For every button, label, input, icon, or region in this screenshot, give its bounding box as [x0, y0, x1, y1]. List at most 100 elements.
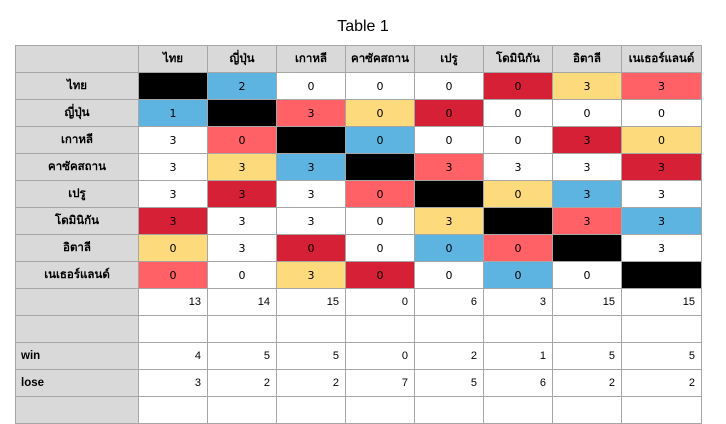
summary-cell[interactable]: [414, 315, 484, 343]
summary-cell[interactable]: [552, 315, 622, 343]
score-cell[interactable]: 3: [276, 153, 346, 181]
column-header[interactable]: คาซัคสถาน: [345, 45, 415, 73]
summary-cell[interactable]: 5: [207, 342, 277, 370]
summary-cell[interactable]: 6: [414, 288, 484, 316]
summary-row-label[interactable]: win: [15, 342, 139, 370]
summary-cell[interactable]: 15: [621, 288, 702, 316]
score-cell[interactable]: 3: [552, 72, 622, 100]
summary-cell[interactable]: 5: [276, 342, 346, 370]
row-header[interactable]: โดมินิกัน: [15, 207, 139, 235]
summary-cell[interactable]: [138, 396, 208, 424]
summary-cell[interactable]: 2: [552, 369, 622, 397]
diagonal-cell[interactable]: [552, 234, 622, 262]
diagonal-cell[interactable]: [483, 207, 553, 235]
summary-cell[interactable]: [621, 315, 702, 343]
score-cell[interactable]: 3: [138, 180, 208, 208]
score-cell[interactable]: 3: [552, 126, 622, 154]
score-cell[interactable]: 3: [138, 153, 208, 181]
score-cell[interactable]: 0: [207, 126, 277, 154]
summary-cell[interactable]: 5: [621, 342, 702, 370]
summary-cell[interactable]: [552, 396, 622, 424]
summary-cell[interactable]: 3: [138, 369, 208, 397]
score-cell[interactable]: 0: [483, 126, 553, 154]
score-cell[interactable]: 0: [345, 261, 415, 289]
score-cell[interactable]: 0: [138, 261, 208, 289]
diagonal-cell[interactable]: [138, 72, 208, 100]
score-cell[interactable]: 3: [138, 207, 208, 235]
column-header[interactable]: เนเธอร์แลนด์: [621, 45, 702, 73]
score-cell[interactable]: 0: [345, 207, 415, 235]
summary-cell[interactable]: 2: [621, 369, 702, 397]
summary-cell[interactable]: [483, 396, 553, 424]
summary-cell[interactable]: [276, 396, 346, 424]
diagonal-cell[interactable]: [414, 180, 484, 208]
score-cell[interactable]: 3: [621, 153, 702, 181]
row-header[interactable]: อิตาลี: [15, 234, 139, 262]
row-header[interactable]: ไทย: [15, 72, 139, 100]
score-cell[interactable]: 0: [483, 72, 553, 100]
score-cell[interactable]: 0: [621, 99, 702, 127]
score-cell[interactable]: 3: [621, 207, 702, 235]
summary-cell[interactable]: [207, 396, 277, 424]
score-cell[interactable]: 0: [552, 261, 622, 289]
score-cell[interactable]: 3: [276, 207, 346, 235]
score-cell[interactable]: 3: [207, 180, 277, 208]
score-cell[interactable]: 3: [552, 207, 622, 235]
summary-cell[interactable]: 14: [207, 288, 277, 316]
score-cell[interactable]: 3: [621, 234, 702, 262]
summary-cell[interactable]: [345, 315, 415, 343]
summary-cell[interactable]: 1: [483, 342, 553, 370]
score-cell[interactable]: 0: [552, 99, 622, 127]
summary-cell[interactable]: 2: [207, 369, 277, 397]
score-cell[interactable]: 3: [414, 207, 484, 235]
score-cell[interactable]: 3: [621, 180, 702, 208]
summary-cell[interactable]: [414, 396, 484, 424]
score-cell[interactable]: 0: [345, 180, 415, 208]
diagonal-cell[interactable]: [345, 153, 415, 181]
score-cell[interactable]: 2: [207, 72, 277, 100]
summary-cell[interactable]: [621, 396, 702, 424]
summary-row-label[interactable]: [15, 396, 139, 424]
score-cell[interactable]: 0: [345, 72, 415, 100]
diagonal-cell[interactable]: [621, 261, 702, 289]
score-cell[interactable]: 3: [276, 99, 346, 127]
score-cell[interactable]: 0: [414, 99, 484, 127]
column-header[interactable]: ไทย: [138, 45, 208, 73]
score-cell[interactable]: 0: [276, 234, 346, 262]
score-cell[interactable]: 0: [414, 261, 484, 289]
summary-cell[interactable]: 15: [552, 288, 622, 316]
diagonal-cell[interactable]: [276, 126, 346, 154]
score-cell[interactable]: 3: [552, 180, 622, 208]
column-header[interactable]: เกาหลี: [276, 45, 346, 73]
column-header[interactable]: เปรู: [414, 45, 484, 73]
score-cell[interactable]: 1: [138, 99, 208, 127]
score-cell[interactable]: 3: [207, 153, 277, 181]
score-cell[interactable]: 3: [621, 72, 702, 100]
summary-row-label[interactable]: lose: [15, 369, 139, 397]
score-cell[interactable]: 0: [276, 72, 346, 100]
score-cell[interactable]: 0: [345, 126, 415, 154]
score-cell[interactable]: 0: [138, 234, 208, 262]
score-cell[interactable]: 0: [483, 99, 553, 127]
summary-cell[interactable]: [138, 315, 208, 343]
summary-cell[interactable]: 2: [276, 369, 346, 397]
summary-cell[interactable]: 0: [345, 288, 415, 316]
score-cell[interactable]: 3: [276, 261, 346, 289]
summary-cell[interactable]: 7: [345, 369, 415, 397]
score-cell[interactable]: 0: [345, 234, 415, 262]
summary-cell[interactable]: 3: [483, 288, 553, 316]
row-header[interactable]: เนเธอร์แลนด์: [15, 261, 139, 289]
summary-cell[interactable]: 13: [138, 288, 208, 316]
summary-cell[interactable]: [483, 315, 553, 343]
score-cell[interactable]: 3: [207, 234, 277, 262]
summary-cell[interactable]: 6: [483, 369, 553, 397]
score-cell[interactable]: 3: [138, 126, 208, 154]
score-cell[interactable]: 0: [483, 180, 553, 208]
row-header[interactable]: คาซัคสถาน: [15, 153, 139, 181]
score-cell[interactable]: 3: [207, 207, 277, 235]
summary-row-label[interactable]: [15, 315, 139, 343]
summary-cell[interactable]: [207, 315, 277, 343]
score-cell[interactable]: 3: [414, 153, 484, 181]
diagonal-cell[interactable]: [207, 99, 277, 127]
column-header[interactable]: โดมินิกัน: [483, 45, 553, 73]
